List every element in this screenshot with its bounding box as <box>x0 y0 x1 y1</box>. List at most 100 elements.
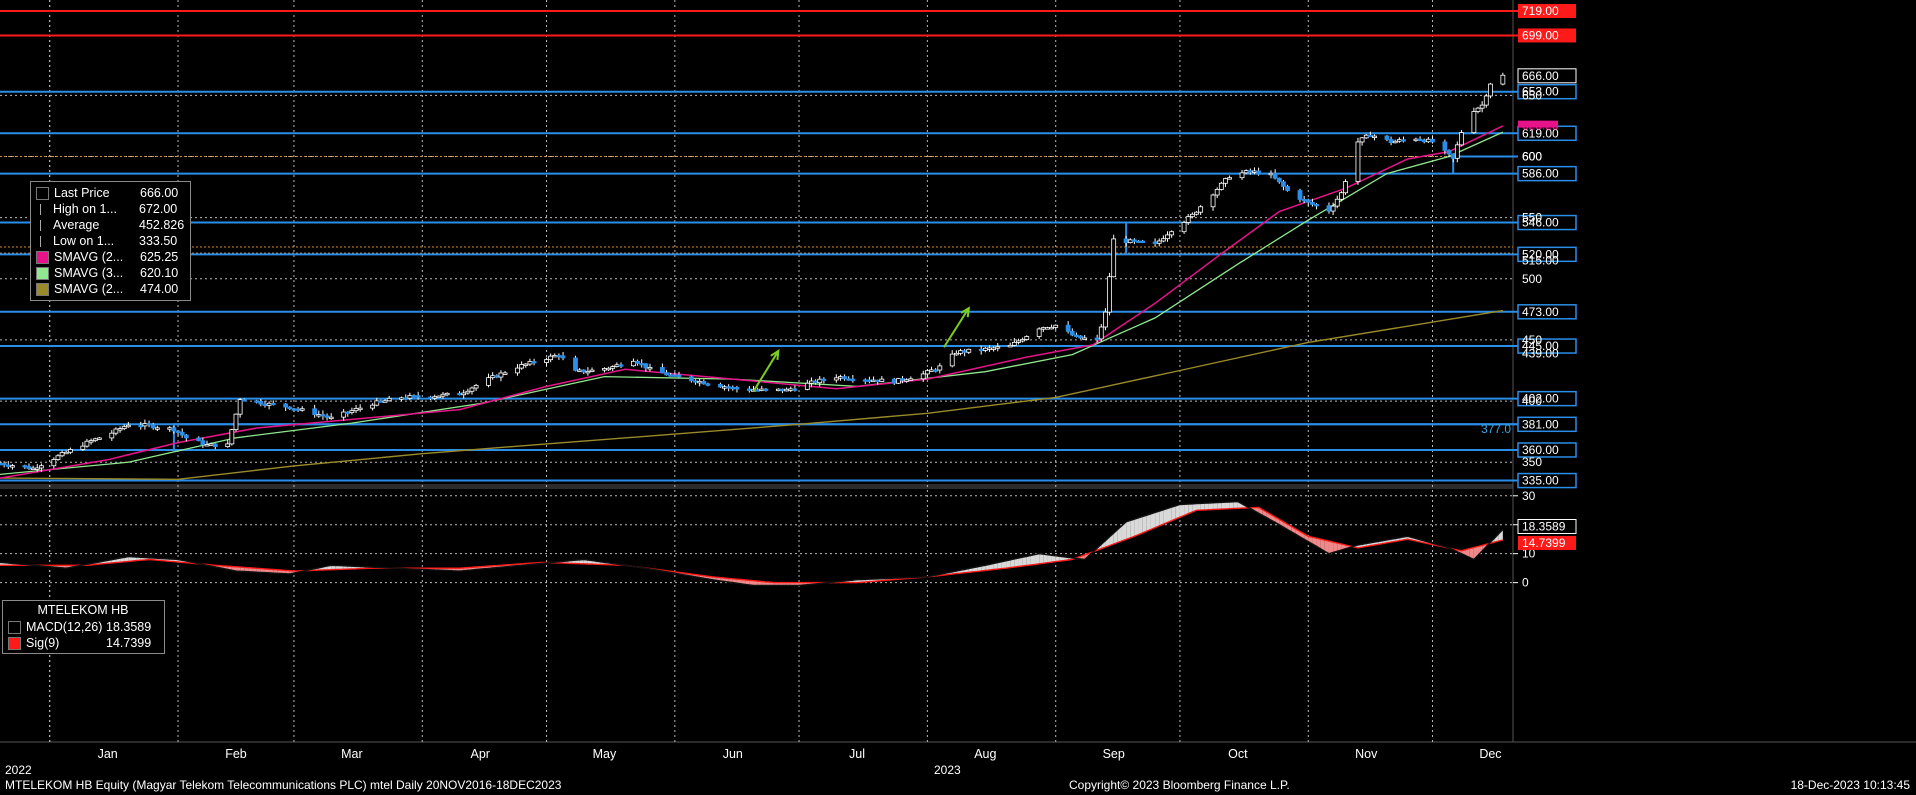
candle-body <box>804 382 810 390</box>
candle-body <box>1136 240 1141 243</box>
macd-histogram-fill <box>1150 512 1156 530</box>
legend-row: SMAVG (3... 620.10 <box>36 265 184 281</box>
candle-body <box>817 378 823 384</box>
macd-histogram-fill <box>1229 501 1234 509</box>
candle-body <box>1488 83 1493 97</box>
macd-histogram-fill <box>741 579 746 585</box>
candle-body <box>1301 199 1307 202</box>
candle-body <box>51 459 57 467</box>
candle-body <box>196 437 202 442</box>
candle-body <box>345 411 351 414</box>
candle-body <box>775 388 781 392</box>
candle-body <box>1281 181 1286 187</box>
macd-histogram-fill <box>1171 505 1176 521</box>
macd-histogram-fill <box>1006 559 1011 569</box>
square-icon <box>36 282 49 296</box>
macd-histogram-fill <box>1217 502 1222 510</box>
candle-body <box>225 443 231 448</box>
legend-macd-value: 14.7399 <box>106 636 152 650</box>
macd-histogram-fill <box>1320 539 1325 552</box>
candle-body <box>1479 104 1485 109</box>
candle-body <box>39 465 44 469</box>
candle-body <box>295 408 301 411</box>
candle-body <box>862 379 868 382</box>
candle-body <box>432 396 438 399</box>
legend-row: SMAVG (2... 474.00 <box>36 281 184 297</box>
candle-body <box>1442 141 1448 151</box>
footer-year-mid: 2023 <box>934 763 961 777</box>
macd-histogram-fill <box>1200 503 1205 511</box>
macd-line <box>0 500 1504 587</box>
candle-body <box>84 440 90 447</box>
candle-body <box>486 377 491 386</box>
sma-long-line <box>0 309 1504 481</box>
candle-body <box>1355 141 1361 182</box>
legend-value: 474.00 <box>140 282 179 296</box>
level-label: 719.00 <box>1522 4 1559 18</box>
candle-body <box>821 378 827 382</box>
candle-body <box>266 402 272 406</box>
macd-histogram-fill <box>1155 511 1160 528</box>
candle-body <box>1152 241 1158 244</box>
candle-body <box>1454 144 1460 159</box>
candle-body <box>1011 341 1017 346</box>
candle-body <box>1074 334 1079 337</box>
candle-body <box>1305 199 1311 203</box>
candle-body <box>63 451 69 455</box>
candle-body <box>995 346 1001 349</box>
candle-body <box>1111 238 1117 278</box>
candle-body <box>254 400 260 403</box>
candle-body <box>1359 137 1365 143</box>
level-label: 402.00 <box>1522 392 1559 406</box>
level-label: 619.00 <box>1522 126 1559 140</box>
candle-body <box>908 378 914 381</box>
candle-body <box>1500 74 1506 85</box>
macd-histogram-fill <box>1213 502 1218 510</box>
macd-histogram-fill <box>132 556 137 562</box>
legend-macd-row: Sig(9) 14.7399 <box>8 635 158 651</box>
macd-histogram-fill <box>1498 529 1503 542</box>
candle-body <box>697 380 703 384</box>
month-label: Jan <box>98 747 118 761</box>
candle-body <box>113 428 119 434</box>
legend-value: 625.25 <box>140 250 179 264</box>
level-tag <box>1517 83 1577 100</box>
candle-body <box>896 378 901 384</box>
candle-body <box>602 368 607 371</box>
grid-lines <box>0 0 1916 743</box>
candle-body <box>1227 177 1233 180</box>
candle-body <box>1181 222 1187 233</box>
candle-body <box>1413 138 1419 142</box>
candle-body <box>26 466 32 470</box>
candle-body <box>469 387 475 392</box>
candle-body <box>850 378 856 382</box>
candle-body <box>1310 201 1315 205</box>
macd-tick-label: 30 <box>1522 489 1536 503</box>
candle-body <box>701 380 707 385</box>
legend-label: SMAVG (3... <box>54 266 124 280</box>
candle-body <box>498 372 504 378</box>
macd-histogram-fill <box>128 556 133 562</box>
candle-body <box>788 388 794 391</box>
candle-body <box>353 408 359 412</box>
candle-body <box>5 464 11 467</box>
support-bracket <box>1452 155 1518 174</box>
candle-body <box>1401 139 1406 142</box>
price-tick-label: 350 <box>1522 455 1542 469</box>
candle-body <box>1103 311 1108 328</box>
candle-body <box>660 367 665 374</box>
candle-body <box>780 388 785 392</box>
candle-body <box>1450 153 1456 159</box>
candle-body <box>1082 337 1088 340</box>
candle-body <box>643 363 649 369</box>
candle-body <box>229 429 235 445</box>
candle-body <box>1107 276 1112 313</box>
candle-body <box>175 430 181 433</box>
legend-macd-title: MTELEKOM HB <box>37 603 129 617</box>
macd-histogram-fill <box>1188 503 1193 514</box>
level-label: 445.00 <box>1522 339 1559 353</box>
month-label: Oct <box>1228 747 1248 761</box>
candle-body <box>730 386 736 390</box>
trend-arrow-head <box>960 306 971 318</box>
axis-labels: Jan Feb Mar Apr May Jun Jul Aug Sep Oct Nov Dec 350 4… <box>98 88 1559 761</box>
